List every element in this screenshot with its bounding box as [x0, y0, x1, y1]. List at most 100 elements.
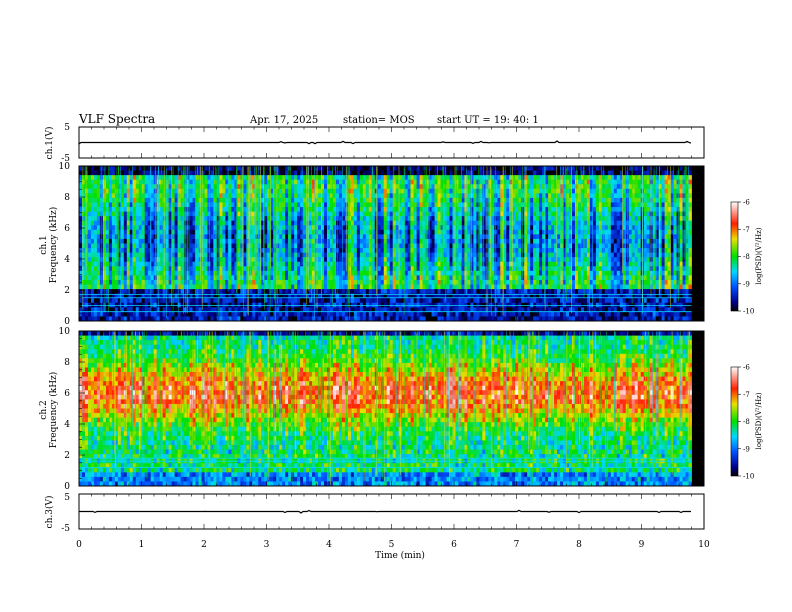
spectrogram-cell	[359, 243, 364, 249]
spectrogram-cell	[500, 261, 504, 267]
spectrogram-cell	[123, 229, 128, 235]
spectrogram-cell	[446, 193, 450, 199]
spectrogram-cell	[180, 284, 184, 290]
spectrogram-cell	[261, 197, 265, 203]
spectrogram-cell	[252, 229, 256, 235]
spectrogram-cell	[321, 193, 325, 199]
spectrogram-cell	[99, 293, 104, 299]
spectrogram-cell	[192, 207, 196, 212]
spectrogram-cell	[177, 188, 181, 194]
spectrogram-cell	[162, 298, 167, 304]
spectrogram-cell	[147, 184, 152, 190]
spectrogram-cell	[467, 229, 471, 235]
spectrogram-cell	[138, 261, 143, 267]
spectrogram-cell	[515, 193, 519, 199]
spectrogram-cell	[228, 211, 232, 217]
spectrogram-cell	[243, 238, 247, 244]
spectrogram-cell	[147, 311, 152, 317]
spectrogram-cell	[79, 307, 83, 313]
spectrogram-cell	[222, 279, 226, 285]
spectrogram-cell	[135, 252, 140, 258]
spectrogram-cell	[413, 225, 418, 231]
spectrogram-cell	[258, 284, 262, 290]
spectrogram-cell	[261, 289, 265, 295]
spectrogram-cell	[338, 184, 343, 190]
spectrogram-cell	[258, 184, 262, 190]
spectrogram-cell	[255, 220, 259, 226]
spectrogram-cell	[332, 243, 337, 249]
spectrogram-cell	[407, 298, 412, 304]
spectrogram-cell	[368, 270, 373, 276]
spectrogram-cell	[324, 216, 328, 222]
spectrogram-cell	[105, 311, 110, 317]
spectrogram-cell	[120, 316, 125, 321]
spectrogram-cell	[491, 257, 495, 263]
spectrogram-cell	[312, 275, 316, 281]
spectrogram-cell	[246, 279, 250, 285]
spectrogram-cell	[117, 202, 122, 208]
spectrogram-cell	[437, 207, 441, 212]
spectrogram-cell	[452, 175, 456, 181]
spectrogram-cell	[500, 229, 504, 235]
spectrogram-cell	[258, 225, 262, 231]
spectrogram-cell	[353, 197, 358, 203]
spectrogram-cell	[365, 284, 370, 290]
spectrogram-cell	[192, 275, 196, 281]
spectrogram-cell	[285, 166, 289, 171]
spectrogram-cell	[497, 307, 501, 313]
spectrogram-cell	[312, 311, 316, 317]
spectrogram-cell	[258, 238, 262, 244]
spectrogram-cell	[252, 275, 256, 281]
spectrogram-cell	[344, 197, 349, 203]
spectrogram-cell	[371, 225, 376, 231]
spectrogram-cell	[186, 257, 190, 263]
spectrogram-cell	[497, 234, 501, 240]
spectrogram-cell	[123, 279, 128, 285]
spectrogram-cell	[389, 270, 394, 276]
spectrogram-cell	[213, 311, 217, 317]
spectrogram-cell	[401, 202, 406, 208]
spectrogram-cell	[147, 252, 152, 258]
spectrogram-cell	[353, 188, 358, 194]
spectrogram-cell	[365, 220, 370, 226]
spectrogram-cell	[491, 248, 495, 254]
spectrogram-cell	[431, 166, 435, 171]
spectrogram-cell	[377, 238, 382, 244]
spectrogram-cell	[377, 252, 382, 258]
spectrogram-cell	[428, 270, 432, 276]
spectrogram-cell	[446, 293, 450, 299]
spectrogram-cell	[258, 261, 262, 267]
spectrogram-cell	[234, 266, 238, 272]
spectrogram-cell	[126, 202, 131, 208]
spectrogram-cell	[341, 275, 346, 281]
spectrogram-cell	[497, 197, 501, 203]
spectrogram-cell	[431, 170, 435, 176]
spectrogram-cell	[126, 261, 131, 267]
spectrogram-cell	[117, 289, 122, 295]
spectrogram-cell	[81, 234, 86, 240]
spectrogram-cell	[377, 243, 382, 249]
spectrogram-cell	[216, 261, 220, 267]
spectrogram-cell	[341, 166, 346, 171]
spectrogram-cell	[303, 193, 307, 199]
spectrogram-cell	[255, 307, 259, 313]
spectrogram-cell	[258, 293, 262, 299]
spectrogram-cell	[120, 202, 125, 208]
spectrogram-cell	[279, 170, 283, 176]
spectrogram-cell	[434, 252, 438, 258]
spectrogram-cell	[219, 202, 223, 208]
spectrogram-cell	[216, 202, 220, 208]
spectrogram-cell	[135, 266, 140, 272]
spectrogram-cell	[117, 257, 122, 263]
spectrogram-cell	[189, 229, 193, 235]
spectrogram-cell	[222, 193, 226, 199]
spectrogram-cell	[201, 207, 205, 212]
spectrogram-cell	[413, 316, 418, 321]
spectrogram-cell	[102, 261, 107, 267]
spectrogram-cell	[180, 216, 184, 222]
spectrogram-cell	[353, 175, 358, 181]
spectrogram-cell	[141, 184, 146, 190]
spectrogram-cell	[359, 166, 364, 171]
spectrogram-cell	[401, 216, 406, 222]
spectrogram-cell	[401, 252, 406, 258]
